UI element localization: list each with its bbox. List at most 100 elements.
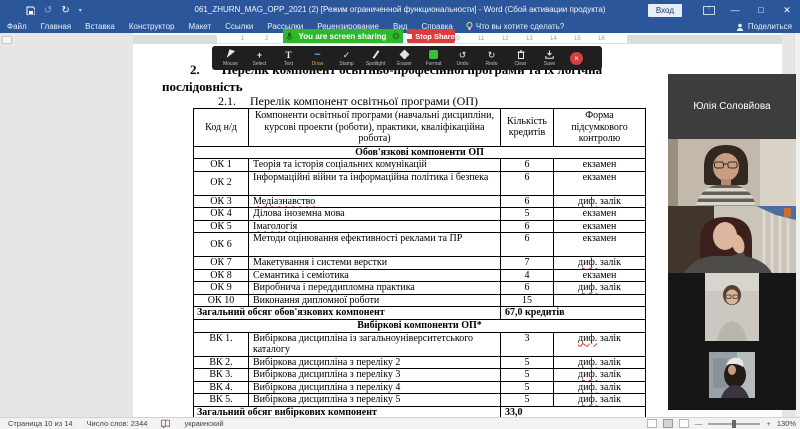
mouse-cursor-icon <box>226 49 235 60</box>
zoom-slider-thumb[interactable] <box>732 419 737 428</box>
trash-icon <box>517 50 525 60</box>
anno-mouse-button[interactable]: Mouse <box>216 49 245 67</box>
anno-select-button[interactable]: + Select <box>252 49 267 67</box>
print-layout-icon[interactable] <box>662 419 673 428</box>
zoom-in-button[interactable]: + <box>766 419 771 428</box>
screen-sharing-banner: You are screen sharing <box>283 29 403 43</box>
undo-icon: ↺ <box>458 49 467 60</box>
anno-clear-button[interactable]: Clear <box>506 50 535 67</box>
table-row: ВК 2. Вибіркова дисципліна з переліку 2 … <box>193 355 646 369</box>
proofing-errors-icon[interactable] <box>161 419 171 428</box>
header-form: Форма підсумкового контролю <box>553 108 646 147</box>
read-mode-icon[interactable] <box>646 419 657 428</box>
settings-gear-icon[interactable] <box>392 32 400 40</box>
stamp-check-icon: ✓ <box>342 49 351 60</box>
word-title-bar: ↺ ↻ ▾ 061_ZHURN_MAG_OPP_2021 (2) [Режим … <box>0 0 800 20</box>
stop-share-button[interactable]: Stop Share <box>407 29 455 43</box>
web-layout-icon[interactable] <box>678 419 689 428</box>
minimize-button[interactable]: — <box>730 5 740 15</box>
close-annotation-toolbar-button[interactable]: × <box>570 51 583 65</box>
webcam-feed-portrait <box>705 273 759 341</box>
zoom-out-button[interactable]: — <box>694 419 703 428</box>
anno-save-button[interactable]: Save <box>535 50 564 67</box>
ribbon-display-options-icon[interactable]: ⌃ <box>696 0 722 20</box>
anno-text-button[interactable]: T Text <box>283 49 294 67</box>
zoom-slider[interactable] <box>708 419 761 428</box>
total-row-elective: Загальний обсяг вибіркових компонент 33,… <box>193 405 646 420</box>
section-row-elective: Вибіркові компоненти ОП* <box>193 319 646 333</box>
qat-dropdown-icon[interactable]: ▾ <box>78 7 82 14</box>
ruler-left-margin <box>133 35 217 44</box>
word-status-bar: Страница 10 из 14 Число слов: 2344 украи… <box>0 417 800 429</box>
webcam-feed <box>668 206 796 273</box>
subsection-heading: 2.1. Перелік компонент освітньої програми… <box>218 94 478 108</box>
participant-video[interactable] <box>668 273 796 341</box>
tell-me-assist[interactable]: Что вы хотите сделать? <box>460 22 570 31</box>
participants-panel: Юлія Соловйова <box>668 74 796 410</box>
anno-undo-button[interactable]: ↺ Undo <box>456 49 469 67</box>
ribbon-tabs: Файл Главная Вставка Конструктор Макет С… <box>0 20 800 33</box>
save-icon[interactable] <box>26 6 35 15</box>
zoom-level[interactable]: 130% <box>776 419 796 428</box>
ruler-right-margin <box>627 35 782 44</box>
section-row-mandatory: Обов'язкові компоненти ОП <box>193 145 646 159</box>
undo-icon[interactable]: ↺ <box>44 4 53 16</box>
word-count[interactable]: Число слов: 2344 <box>86 419 148 428</box>
table-row: ОК 1 Теорія та історія соціальних комуні… <box>193 158 646 172</box>
signin-button[interactable]: Вход <box>647 3 682 17</box>
quick-access-toolbar: ↺ ↻ ▾ <box>26 5 82 16</box>
tab-references[interactable]: Ссылки <box>225 22 254 31</box>
participant-video[interactable] <box>668 341 796 410</box>
participant-video[interactable] <box>668 206 796 273</box>
anno-spotlight-button[interactable]: Spotlight <box>361 50 390 67</box>
anno-stamp-button[interactable]: ✓ Stamp <box>339 49 354 67</box>
tab-design[interactable]: Конструктор <box>128 22 175 31</box>
select-move-icon: + <box>256 49 263 60</box>
table-row: ОК 7 Макетування і системи верстки 7 диф… <box>193 256 646 270</box>
anno-draw-button[interactable]: ~ Draw <box>311 48 324 67</box>
table-row: ОК 5 Імагологія 6 екзамен <box>193 219 646 233</box>
table-row: ВК 5. Вибіркова дисципліна з переліку 5 … <box>193 393 646 407</box>
table-row: ВК 3. Вибіркова дисципліна з переліку 3 … <box>193 368 646 382</box>
participant-name-tile[interactable]: Юлія Соловйова <box>668 74 796 139</box>
header-credits: Кількість кредитів <box>500 108 554 147</box>
tab-mailings[interactable]: Рассылки <box>267 22 304 31</box>
stop-icon <box>407 33 413 39</box>
table-row: ОК 2 Інформаційні війни та інформаційна … <box>193 170 646 196</box>
webcam-feed-portrait <box>709 352 755 398</box>
participant-name: Юлія Соловйова <box>693 101 771 112</box>
document-title: 061_ZHURN_MAG_OPP_2021 (2) [Режим ограни… <box>194 5 606 14</box>
page-indicator[interactable]: Страница 10 из 14 <box>8 419 73 428</box>
table-header-row: Код н/д Компоненти освітньої програми (н… <box>193 108 646 147</box>
eraser-icon <box>399 49 410 60</box>
tab-insert[interactable]: Вставка <box>85 22 115 31</box>
tab-review[interactable]: Рецензирование <box>317 22 379 31</box>
anno-eraser-button[interactable]: Eraser <box>390 49 419 67</box>
tab-layout[interactable]: Макет <box>188 22 212 31</box>
close-button[interactable]: ✕ <box>783 4 791 15</box>
lightbulb-icon <box>466 22 473 30</box>
annotation-toolbar: Mouse + Select T Text ~ Draw ✓ Stamp Spotlig… <box>212 46 602 70</box>
tab-view[interactable]: Вид <box>392 22 408 31</box>
total-row-mandatory: Загальний обсяг обов'язкових компонент 6… <box>193 306 646 320</box>
person-icon <box>736 23 744 31</box>
anno-redo-button[interactable]: ↻ Redo <box>485 49 498 67</box>
spotlight-wand-icon <box>372 50 379 60</box>
draw-wave-icon: ~ <box>314 48 321 61</box>
language-indicator[interactable]: украинский <box>184 419 224 428</box>
table-row: ОК 3 Медіазнавство 6 диф. залік <box>193 194 646 208</box>
horizontal-ruler[interactable]: 1 2 10 11 12 13 14 15 16 <box>133 35 782 44</box>
participant-video[interactable] <box>668 139 796 206</box>
header-component: Компоненти освітньої програми (навчальні… <box>248 108 501 147</box>
redo-icon[interactable]: ↻ <box>61 4 70 16</box>
text-icon: T <box>285 49 292 60</box>
share-document-button[interactable]: Поделиться <box>736 22 792 31</box>
ruler-tab-selector[interactable] <box>2 36 12 44</box>
tab-help[interactable]: Справка <box>421 22 453 31</box>
header-code: Код н/д <box>193 108 249 147</box>
restore-button[interactable]: □ <box>758 5 764 15</box>
tab-file[interactable]: Файл <box>7 22 27 31</box>
anno-format-button[interactable]: Format <box>419 50 448 67</box>
tab-home[interactable]: Главная <box>40 22 72 31</box>
